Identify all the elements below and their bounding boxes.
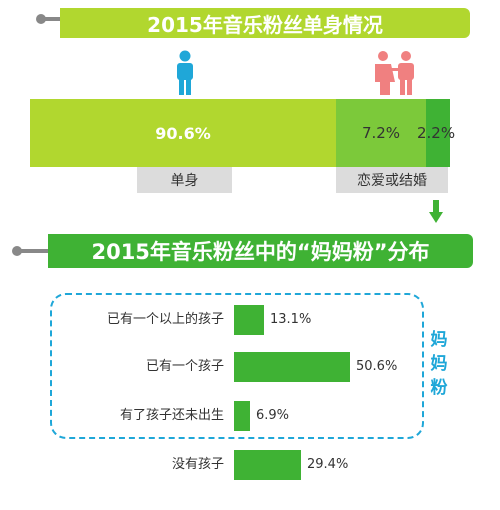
down-arrow-icon	[429, 200, 443, 223]
couple-icon	[375, 51, 414, 95]
row-label: 没有孩子	[171, 457, 224, 472]
row-value-label: 6.9%	[256, 408, 290, 423]
segment-married-label: 2.2%	[417, 124, 456, 142]
row-bar	[234, 305, 264, 335]
mama-group-outline	[50, 293, 424, 439]
category-label-love-or-married: 恋爱或结婚	[336, 167, 448, 193]
row-value-label: 13.1%	[270, 312, 312, 327]
mama-fans-label: 妈妈粉	[428, 328, 450, 400]
row-bar	[234, 352, 350, 382]
mama-fans-label-char: 妈	[430, 354, 448, 374]
connector-dot	[36, 14, 46, 24]
stacked-bar: 90.6% 7.2%	[30, 99, 450, 167]
mama-fans-label-char: 妈	[430, 330, 448, 350]
mama-fans-label-char: 粉	[430, 378, 448, 398]
segment-in-love: 7.2%	[336, 99, 426, 167]
row-value-label: 50.6%	[356, 359, 398, 374]
row-bar	[234, 401, 250, 431]
segment-married	[426, 99, 450, 167]
connector-line-2	[20, 249, 48, 253]
row-label: 已有一个以上的孩子	[106, 312, 224, 327]
category-label-single: 单身	[137, 167, 232, 193]
row-label: 有了孩子还未出生	[119, 408, 224, 423]
connector-line	[44, 17, 60, 21]
single-person-icon	[177, 50, 193, 95]
row-label: 已有一个孩子	[145, 359, 224, 374]
row-value-label: 29.4%	[307, 457, 349, 472]
section1-title: 2015年音乐粉丝单身情况	[60, 8, 470, 38]
segment-single: 90.6%	[30, 99, 336, 167]
row-bar	[234, 450, 301, 480]
connector-dot-2	[12, 246, 22, 256]
section2-title: 2015年音乐粉丝中的“妈妈粉”分布	[48, 234, 473, 268]
